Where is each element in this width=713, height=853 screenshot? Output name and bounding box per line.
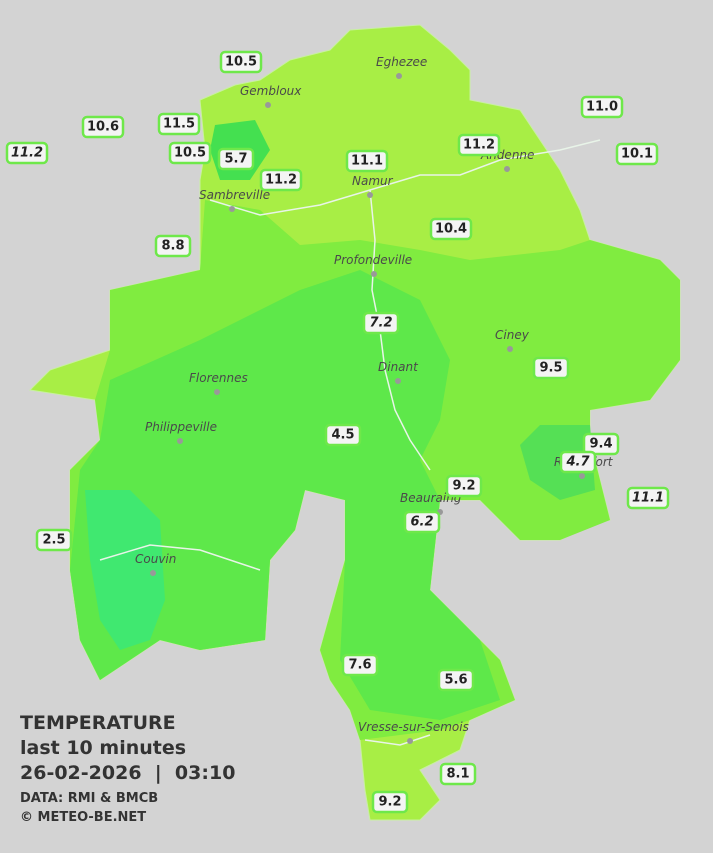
station-value: 5.7 — [224, 152, 247, 167]
town-label: Philippeville — [145, 420, 217, 434]
station-value: 5.6 — [444, 673, 467, 688]
temperature-zone — [520, 425, 595, 500]
station-box — [532, 356, 570, 380]
town-dot — [367, 192, 373, 198]
station-value: 4.5 — [331, 428, 354, 443]
station-box — [362, 311, 400, 335]
town-label: Dinant — [378, 360, 419, 374]
town-dot — [229, 206, 235, 212]
station-value: 9.4 — [589, 437, 612, 452]
town-label: Sambreville — [199, 188, 270, 202]
station-value: 6.2 — [410, 515, 433, 530]
town-dot — [177, 438, 183, 444]
station-value: 11.1 — [632, 491, 664, 506]
copyright: © METEO-BE.NET — [20, 810, 147, 825]
station-box — [219, 50, 263, 74]
temperature-zone — [85, 490, 165, 650]
river — [364, 734, 431, 746]
town-label: Florennes — [189, 371, 248, 385]
station-box — [5, 141, 49, 165]
town-dot — [504, 166, 510, 172]
town-label: Gembloux — [240, 84, 302, 98]
river — [99, 544, 261, 571]
station-value: 11.2 — [463, 138, 495, 153]
town-dot — [214, 389, 220, 395]
town-label: Namur — [352, 174, 394, 188]
town-dot — [396, 73, 402, 79]
town-dot — [150, 570, 156, 576]
station-box — [437, 668, 475, 692]
map-subtitle: last 10 minutes — [20, 737, 187, 759]
station-value: 7.6 — [348, 658, 371, 673]
station-box — [154, 234, 192, 258]
temperature-zone — [70, 270, 500, 720]
station-box — [259, 168, 303, 192]
station-box — [81, 115, 125, 139]
town-label: Beauraing — [400, 491, 462, 505]
station-value: 10.5 — [174, 146, 206, 161]
station-value: 9.2 — [378, 795, 401, 810]
station-value: 10.5 — [225, 55, 257, 70]
station-box — [345, 149, 389, 173]
station-value: 11.0 — [586, 100, 618, 115]
station-box — [403, 510, 441, 534]
station-box — [341, 653, 379, 677]
town-label: Profondeville — [334, 253, 412, 267]
town-label: Ciney — [495, 328, 530, 342]
station-box — [429, 217, 473, 241]
river — [209, 139, 601, 216]
station-value: 8.8 — [161, 239, 184, 254]
station-box — [168, 141, 212, 165]
station-box — [582, 432, 620, 456]
town-dot — [407, 738, 413, 744]
station-value: 11.5 — [163, 117, 195, 132]
station-value: 9.2 — [452, 479, 475, 494]
data-source: DATA: RMI & BMCB — [20, 791, 159, 806]
town-dot — [371, 271, 377, 277]
town-label: Couvin — [135, 552, 176, 566]
station-box — [217, 147, 255, 171]
station-box — [157, 112, 201, 136]
station-value: 7.2 — [369, 316, 392, 331]
station-box — [439, 762, 477, 786]
town-dot — [265, 102, 271, 108]
station-box — [324, 423, 362, 447]
station-value: 11.2 — [11, 146, 43, 161]
town-dot — [395, 378, 401, 384]
station-box — [626, 486, 670, 510]
station-value: 10.6 — [87, 120, 119, 135]
station-box — [371, 790, 409, 814]
station-value: 10.1 — [621, 147, 653, 162]
station-value: 4.7 — [565, 455, 590, 470]
map-title: TEMPERATURE — [20, 712, 176, 734]
station-value: 11.2 — [265, 173, 297, 188]
station-box — [615, 142, 659, 166]
town-label: Vresse-sur-Semois — [358, 720, 469, 734]
station-value: 9.5 — [539, 361, 562, 376]
station-value: 10.4 — [435, 222, 467, 237]
station-value: 2.5 — [42, 533, 65, 548]
river — [369, 189, 431, 471]
town-dot — [507, 346, 513, 352]
station-box — [445, 474, 483, 498]
station-box — [580, 95, 624, 119]
station-value: 11.1 — [351, 154, 383, 169]
station-box — [559, 450, 597, 474]
town-dot — [579, 473, 585, 479]
station-box — [35, 528, 73, 552]
map-timestamp: 26-02-2026 | 03:10 — [20, 762, 236, 784]
station-value: 8.1 — [446, 767, 469, 782]
station-box — [457, 133, 501, 157]
town-label: Eghezee — [376, 55, 427, 69]
